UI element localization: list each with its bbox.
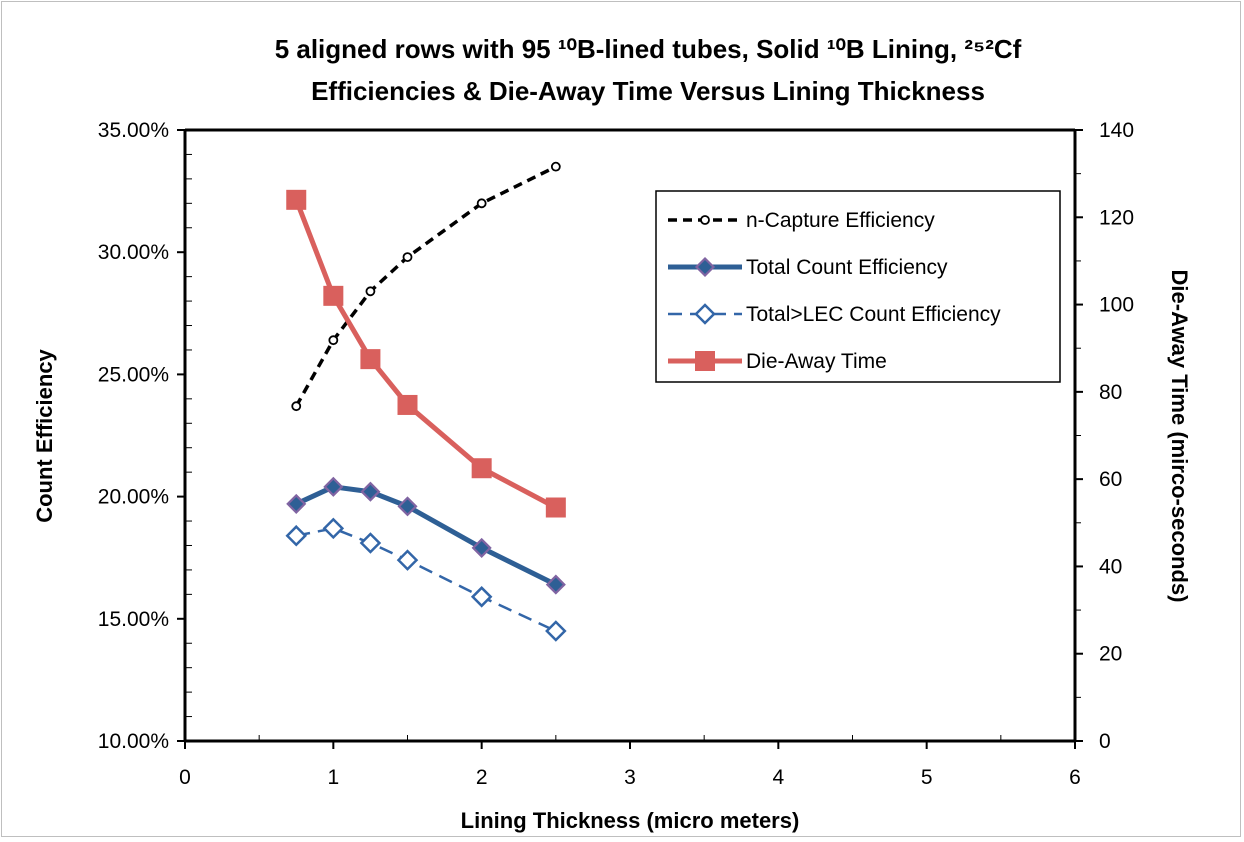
series-0-point: [550, 161, 561, 172]
legend-label: n-Capture Efficiency: [746, 209, 935, 232]
y-axis-title: Count Efficiency: [32, 348, 57, 522]
y2-tick-label: 100: [1099, 294, 1134, 317]
x-tick-label: 0: [179, 766, 191, 789]
x-axis-title: Lining Thickness (micro meters): [461, 808, 800, 833]
x-tick-label: 2: [476, 766, 488, 789]
series-2-point: [359, 532, 382, 554]
series-1-point: [360, 481, 381, 502]
legend-swatch-marker: [700, 215, 710, 225]
series-0-point: [328, 335, 339, 346]
axes-layer: 10.00%15.00%20.00%25.00%30.00%35.00%0204…: [98, 119, 1134, 789]
series-0-point: [402, 252, 413, 262]
series-2-line: [296, 527, 557, 633]
series-1-point: [323, 476, 344, 497]
y2-tick-label: 0: [1099, 730, 1111, 753]
legend-label: Total Count Efficiency: [746, 256, 948, 279]
y2-tick-label: 120: [1099, 206, 1134, 229]
legend: n-Capture Efficiency Total Count Efficien…: [655, 190, 1061, 383]
y-tick-label: 15.00%: [98, 608, 169, 631]
y-tick-label: 35.00%: [98, 119, 169, 142]
legend-swatch-marker: [694, 256, 716, 278]
series-0-line: [294, 165, 557, 408]
series-3-point: [286, 189, 307, 210]
series-2-point: [470, 586, 493, 608]
series-3-line: [293, 198, 558, 510]
y-tick-label: 30.00%: [98, 241, 169, 264]
series-2-point: [396, 549, 419, 571]
y-tick-label: 20.00%: [98, 486, 169, 509]
series-1-point: [286, 493, 307, 514]
y2-tick-label: 20: [1099, 643, 1122, 666]
legend-label: Die-Away Time: [746, 350, 887, 373]
legend-label: Total>LEC Count Efficiency: [746, 303, 1001, 326]
legend-swatch-marker: [694, 303, 716, 325]
legend-swatch-marker: [695, 351, 715, 371]
x-tick-label: 6: [1069, 766, 1081, 789]
chart-title-line2: Efficiencies & Die-Away Time Versus Lini…: [311, 76, 985, 106]
y2-axis-title: Die-Away Time (mirco-seconds): [1167, 270, 1192, 603]
x-tick-label: 4: [772, 766, 784, 789]
series-2-point: [322, 517, 345, 540]
y2-tick-label: 40: [1099, 555, 1122, 578]
legend-box: [655, 190, 1061, 383]
series-3-point: [471, 458, 492, 479]
series-3-point: [397, 394, 418, 415]
series-3-point: [545, 497, 566, 518]
x-tick-label: 1: [327, 766, 339, 789]
y2-tick-label: 60: [1099, 468, 1122, 491]
series-3-point: [360, 349, 381, 370]
series-2-point: [545, 620, 567, 642]
series-2-point: [285, 524, 308, 547]
series-1-point: [545, 574, 566, 595]
y2-tick-label: 80: [1099, 381, 1122, 404]
series-1-point: [397, 496, 418, 517]
series-0-point: [291, 401, 302, 412]
x-tick-label: 5: [921, 766, 933, 789]
x-tick-label: 3: [624, 766, 636, 789]
series-0-point: [476, 198, 487, 209]
series-1-point: [471, 537, 492, 558]
y-tick-label: 25.00%: [98, 363, 169, 386]
series-0-point: [365, 286, 376, 297]
series-3-point: [323, 285, 344, 306]
y-tick-label: 10.00%: [98, 730, 169, 753]
y2-tick-label: 140: [1099, 119, 1134, 142]
chart-title-line1: 5 aligned rows with 95 ¹⁰B-lined tubes, …: [275, 34, 1022, 64]
series-layer: [285, 161, 567, 642]
